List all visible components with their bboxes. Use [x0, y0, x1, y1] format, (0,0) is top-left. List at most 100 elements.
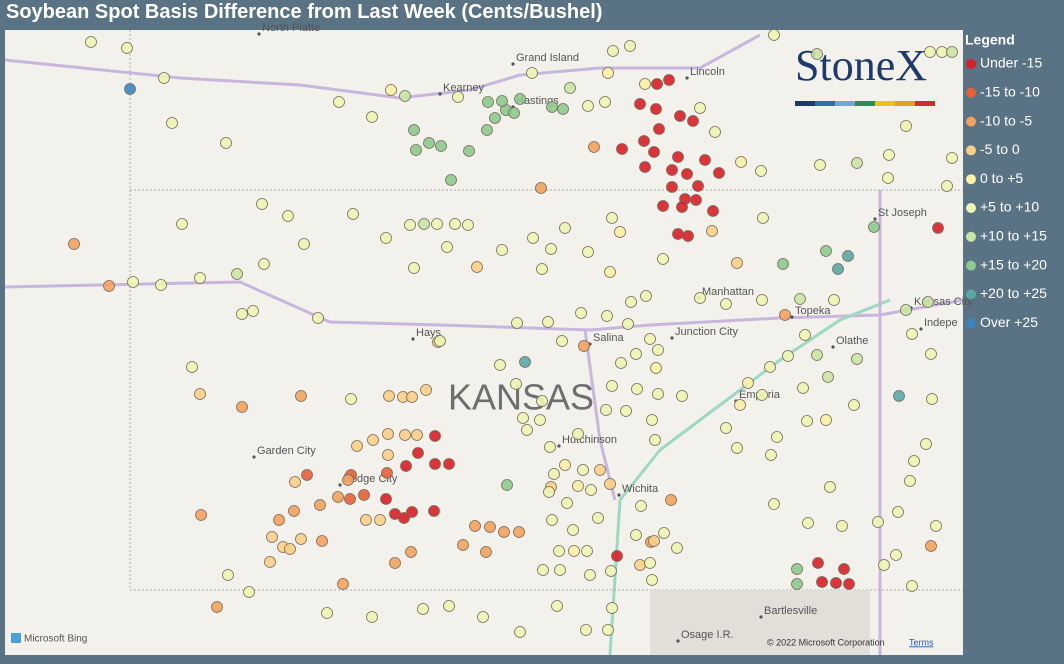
map-point	[648, 146, 660, 158]
map-point	[925, 348, 937, 360]
map-point	[410, 144, 422, 156]
map-point	[418, 218, 430, 230]
map-point	[713, 167, 725, 179]
map-point	[236, 308, 248, 320]
map-point	[517, 412, 529, 424]
map-point	[765, 449, 777, 461]
map-point	[900, 304, 912, 316]
map-point	[594, 464, 606, 476]
map-point	[408, 262, 420, 274]
map-point	[471, 261, 483, 273]
map-point	[557, 103, 569, 115]
map-point	[514, 626, 526, 638]
map-point	[382, 449, 394, 461]
map-point	[367, 434, 379, 446]
map-point	[155, 279, 167, 291]
map-point	[756, 294, 768, 306]
map-point	[681, 168, 693, 180]
map-point	[312, 312, 324, 324]
map-point	[158, 72, 170, 84]
map-point	[672, 228, 684, 240]
map-point	[657, 200, 669, 212]
map-point	[519, 356, 531, 368]
legend-marker	[966, 174, 976, 185]
map-point	[462, 219, 474, 231]
map-point	[556, 335, 568, 347]
map-point	[124, 83, 136, 95]
place-label: Hutchinson	[562, 434, 617, 446]
map-point	[936, 46, 948, 58]
map-point	[211, 601, 223, 613]
map-point	[768, 29, 780, 41]
map-point	[926, 393, 938, 405]
map-point	[389, 557, 401, 569]
map-point	[614, 226, 626, 238]
map-point	[536, 263, 548, 275]
map-point	[658, 527, 670, 539]
map-point	[295, 390, 307, 402]
map-point	[564, 82, 576, 94]
legend-label: -15 to -10	[980, 84, 1040, 100]
map-point	[284, 543, 296, 555]
map-point	[600, 404, 612, 416]
map-point	[572, 428, 584, 440]
map-point	[494, 359, 506, 371]
map-point	[672, 151, 684, 163]
map-point	[554, 564, 566, 576]
map-point	[756, 389, 768, 401]
map-point	[777, 258, 789, 270]
legend-label: +15 to +20	[980, 256, 1047, 272]
place-marker	[511, 62, 515, 66]
map-point	[441, 241, 453, 253]
map-point	[380, 493, 392, 505]
map-point	[782, 350, 794, 362]
place-label: Grand Island	[516, 52, 579, 64]
map-point	[671, 542, 683, 554]
map-point	[640, 290, 652, 302]
map-point	[735, 156, 747, 168]
map-point	[194, 388, 206, 400]
map-point	[301, 469, 313, 481]
place-marker	[617, 493, 621, 497]
map-point	[452, 91, 464, 103]
map-point	[484, 521, 496, 533]
map-point	[851, 157, 863, 169]
map-point	[406, 391, 418, 403]
map-point	[536, 395, 548, 407]
map-point	[572, 480, 584, 492]
map-point	[731, 442, 743, 454]
map-point	[634, 559, 646, 571]
map-point	[924, 46, 936, 58]
map-point	[625, 296, 637, 308]
map-point	[480, 546, 492, 558]
map-point	[544, 441, 556, 453]
map-point	[687, 115, 699, 127]
map-point	[639, 78, 651, 90]
terms-link[interactable]: Terms	[909, 637, 934, 647]
map-point	[820, 414, 832, 426]
map-point	[906, 328, 918, 340]
map-point	[639, 161, 651, 173]
map-point	[408, 124, 420, 136]
map-point	[616, 143, 628, 155]
place-marker	[252, 455, 256, 459]
map-point	[482, 96, 494, 108]
map-point	[404, 219, 416, 231]
map-point	[449, 218, 461, 230]
map-point	[925, 540, 937, 552]
map-point	[602, 624, 614, 636]
map-point	[443, 458, 455, 470]
map-point	[457, 539, 469, 551]
place-label: Kearney	[443, 82, 484, 94]
map-point	[266, 531, 278, 543]
map-point	[872, 516, 884, 528]
map-point	[868, 221, 880, 233]
map-point	[231, 268, 243, 280]
map-point	[692, 180, 704, 192]
copyright: © 2022 Microsoft Corporation	[767, 637, 885, 647]
map-point	[514, 93, 526, 105]
place-label: Bartlesville	[764, 605, 817, 617]
place-label: Salina	[593, 332, 624, 344]
legend-marker	[966, 59, 976, 69]
